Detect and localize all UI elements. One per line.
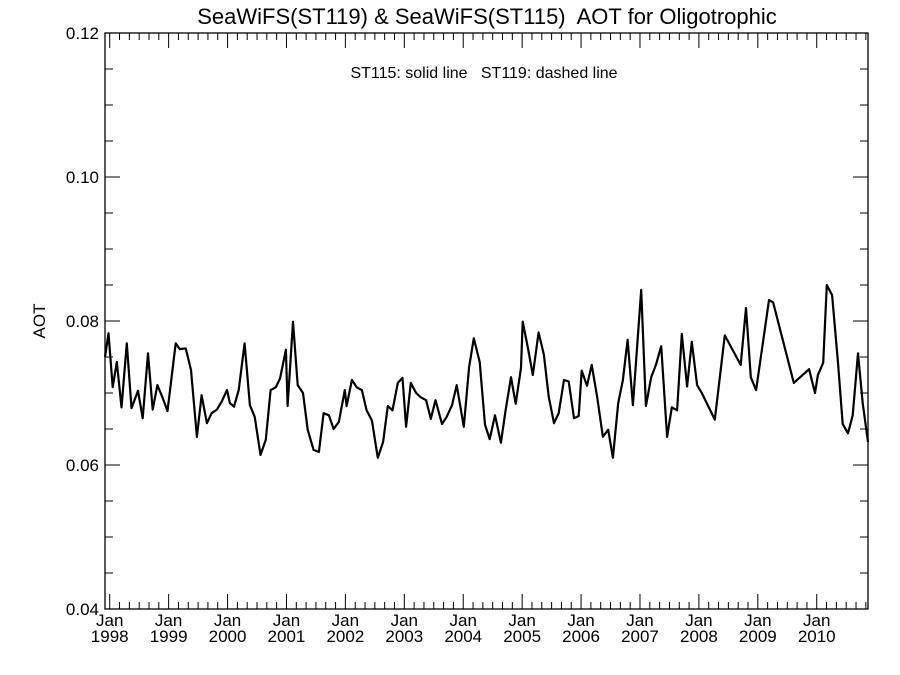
x-tick-label-month: Jan <box>391 611 418 630</box>
x-tick-label-month: Jan <box>96 611 123 630</box>
x-axis-ticks: Jan1998Jan1999Jan2000Jan2001Jan2002Jan20… <box>91 33 867 646</box>
x-tick-label-month: Jan <box>626 611 653 630</box>
y-tick-label: 0.08 <box>66 312 99 331</box>
chart-title: SeaWiFS(ST119) & SeaWiFS(ST115) AOT for … <box>197 4 777 29</box>
series-line-st115 <box>103 283 870 459</box>
x-tick-label-year: 2008 <box>680 627 718 646</box>
x-tick-label-month: Jan <box>508 611 535 630</box>
x-tick-label-month: Jan <box>273 611 300 630</box>
x-tick-label-month: Jan <box>332 611 359 630</box>
y-tick-label: 0.10 <box>66 168 99 187</box>
x-tick-label-year: 1998 <box>91 627 129 646</box>
x-tick-label-month: Jan <box>214 611 241 630</box>
x-tick-label-year: 2005 <box>503 627 541 646</box>
x-tick-label-year: 2001 <box>268 627 306 646</box>
x-tick-label-year: 2007 <box>621 627 659 646</box>
y-tick-label: 0.12 <box>66 24 99 43</box>
x-tick-label-month: Jan <box>685 611 712 630</box>
y-axis-label: AOT <box>30 304 49 339</box>
x-tick-label-year: 2002 <box>326 627 364 646</box>
x-tick-label-month: Jan <box>803 611 830 630</box>
x-tick-label-year: 2004 <box>444 627 482 646</box>
x-tick-label-year: 2006 <box>562 627 600 646</box>
x-tick-label-month: Jan <box>744 611 771 630</box>
x-tick-label-year: 2000 <box>209 627 247 646</box>
y-tick-label: 0.06 <box>66 456 99 475</box>
x-tick-label-year: 2009 <box>739 627 777 646</box>
series-layer <box>103 283 870 459</box>
y-axis-ticks: 0.04 0.06 0.08 0.10 0.12 <box>66 24 868 619</box>
x-tick-label-month: Jan <box>450 611 477 630</box>
x-tick-label-year: 2010 <box>798 627 836 646</box>
x-tick-label-year: 2003 <box>385 627 423 646</box>
plot-border <box>104 32 869 610</box>
plot-frame <box>104 32 869 610</box>
y-tick-label: 0.04 <box>66 600 99 619</box>
x-tick-label-month: Jan <box>155 611 182 630</box>
series-style-annotation: ST115: solid line ST119: dashed line <box>350 65 617 82</box>
x-tick-label-year: 1999 <box>150 627 188 646</box>
x-tick-label-month: Jan <box>567 611 594 630</box>
